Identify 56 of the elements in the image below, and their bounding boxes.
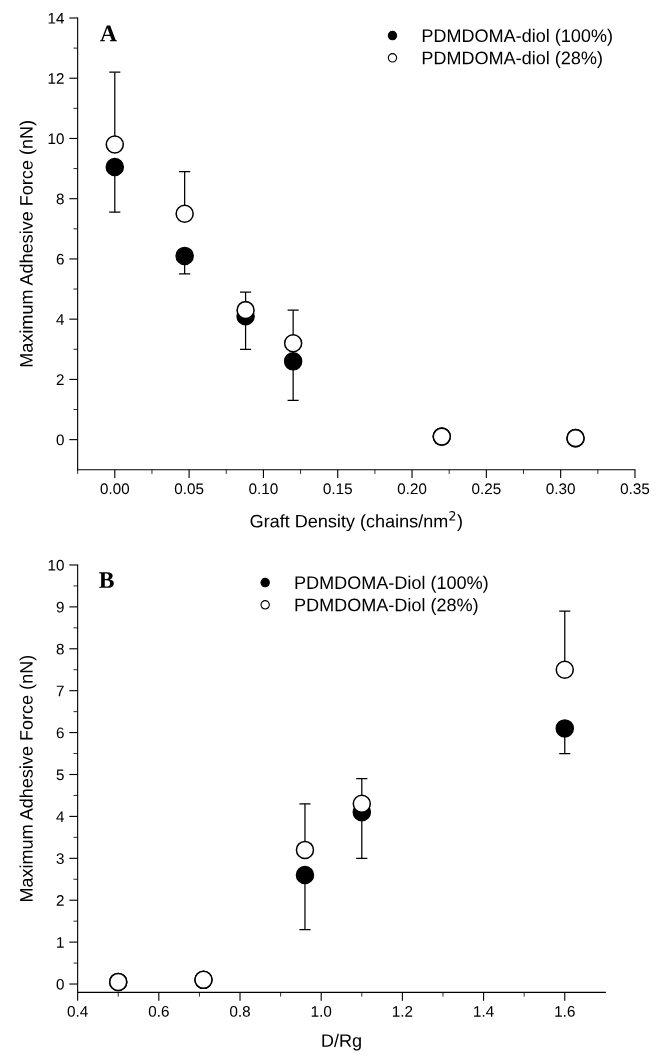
x-tick-label: 1.0 — [311, 1006, 332, 1017]
y-tick-label: 6 — [56, 727, 64, 739]
x-tick-label: 0.4 — [67, 1006, 88, 1017]
point — [283, 352, 303, 371]
y-axis-title: Maximum Adhesive Force (nN) — [19, 655, 37, 902]
y-tick-label: 0 — [56, 434, 64, 446]
x-tick-label: 0.15 — [323, 483, 352, 495]
x-tick-label: 0.6 — [148, 1006, 169, 1017]
x-tick-label: 1.6 — [555, 1006, 575, 1017]
x-tick-label: 0.10 — [249, 483, 278, 495]
y-tick-label: 8 — [56, 643, 64, 655]
point — [352, 794, 372, 814]
y-tick-label: 5 — [56, 769, 64, 781]
x-tick-label: 1.4 — [474, 1006, 494, 1017]
annotation: B — [99, 572, 114, 588]
annotation: A — [100, 25, 117, 42]
x-tick-label: 0.20 — [397, 483, 427, 495]
y-tick-label: 2 — [56, 374, 64, 385]
y-tick-label: 8 — [56, 193, 64, 205]
point — [175, 204, 194, 224]
point — [175, 246, 194, 266]
point — [555, 719, 575, 738]
y-tick-label: 14 — [48, 13, 64, 24]
x-axis-title: Graft Density (chains/nm$^{2}$) — [250, 511, 462, 532]
y-tick-label: 3 — [56, 853, 64, 864]
x-tick-label: 1.2 — [392, 1006, 413, 1017]
point — [236, 300, 255, 320]
point — [555, 660, 575, 680]
y-tick-label: 4 — [56, 811, 64, 822]
point — [105, 135, 125, 154]
x-tick-label: 0.05 — [174, 483, 204, 495]
legend-label: PDMDOMA-Diol (28%) — [295, 598, 478, 615]
y-tick-label: 6 — [56, 253, 64, 265]
y-tick-label: 2 — [56, 895, 64, 906]
point — [295, 865, 315, 885]
x-tick-label: 0.30 — [546, 483, 575, 495]
x-tick-label: 0.25 — [472, 483, 501, 495]
x-tick-label: 0.35 — [620, 483, 650, 495]
x-tick-label: 0.00 — [100, 483, 130, 495]
y-tick-label: 1 — [57, 937, 64, 948]
legend-label: PDMDOMA-diol (100%) — [422, 28, 612, 46]
x-axis-title: D/Rg — [322, 1033, 361, 1051]
point — [295, 840, 315, 860]
y-tick-label: 9 — [56, 601, 64, 613]
point — [105, 157, 125, 177]
x-tick-label: 0.8 — [230, 1006, 250, 1017]
y-tick-label: 12 — [48, 73, 64, 84]
y-tick-label: 10 — [48, 133, 64, 145]
point — [283, 333, 303, 353]
legend-label: PDMDOMA-diol (28%) — [422, 51, 602, 68]
y-tick-label: 7 — [56, 685, 64, 697]
y-tick-label: 4 — [56, 314, 64, 325]
y-axis-title: Maximum Adhesive Force (nN) — [19, 121, 37, 367]
y-tick-label: 0 — [56, 978, 64, 990]
y-tick-label: 10 — [48, 559, 64, 571]
legend-label: PDMDOMA-Diol (100%) — [295, 575, 488, 593]
